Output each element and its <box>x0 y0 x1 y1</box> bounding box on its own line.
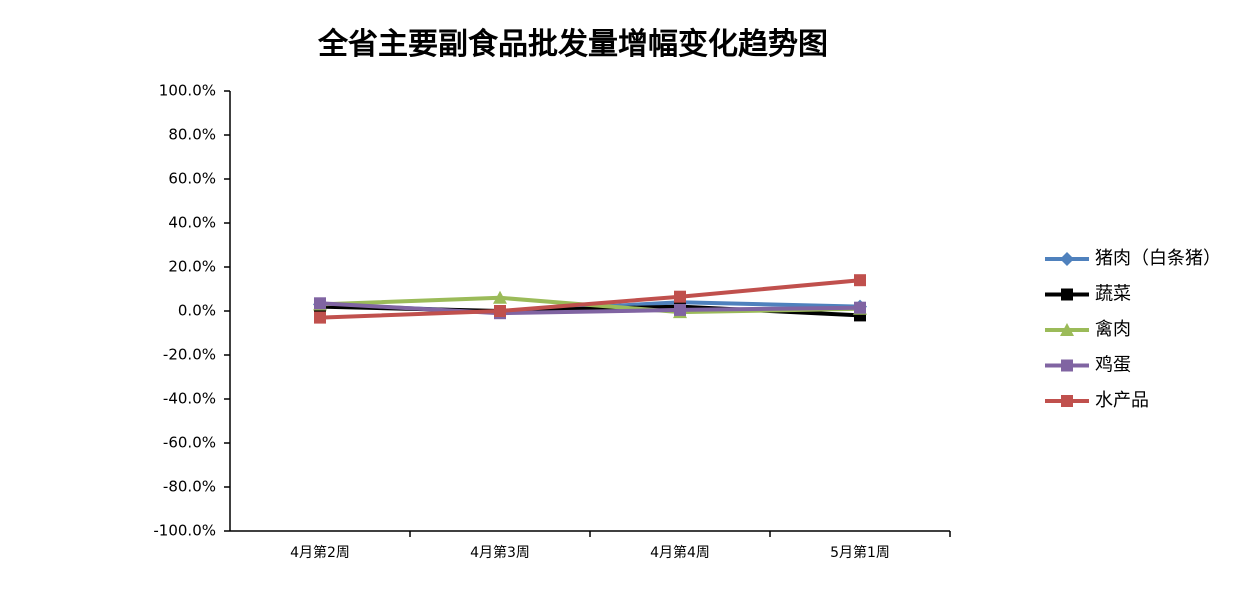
legend-label: 蔬菜 <box>1095 284 1131 305</box>
legend-marker <box>1060 252 1074 266</box>
y-tick-label: -80.0% <box>163 478 216 496</box>
y-tick-label: -60.0% <box>163 434 216 452</box>
legend-marker <box>1061 359 1073 372</box>
y-tick-label: -40.0% <box>163 390 216 408</box>
y-tick-label: 100.0% <box>159 82 216 100</box>
series-line <box>319 278 861 320</box>
y-tick-label: 80.0% <box>168 126 216 144</box>
series-line <box>319 301 861 316</box>
legend-label: 禽肉 <box>1095 319 1131 340</box>
data-point <box>493 290 507 304</box>
y-tick-label: -20.0% <box>163 346 216 364</box>
y-tick-label: 60.0% <box>168 170 216 188</box>
data-point <box>674 290 686 303</box>
legend-marker <box>1061 288 1073 301</box>
x-tick-label: 5月第1周 <box>830 544 890 561</box>
y-tick-label: 0.0% <box>178 302 216 320</box>
legend-marker <box>1061 395 1073 407</box>
data-point <box>854 301 866 314</box>
legend-label: 猪肉（白条猪） <box>1095 248 1221 269</box>
data-point <box>494 305 506 317</box>
x-tick-label: 4月第3周 <box>470 544 530 561</box>
legend-label: 水产品 <box>1095 390 1149 411</box>
chart-title: 全省主要副食品批发量增幅变化趋势图 <box>317 27 828 62</box>
data-point <box>314 311 326 324</box>
x-tick-label: 4月第2周 <box>290 544 350 561</box>
y-tick-label: 20.0% <box>168 258 216 276</box>
y-tick-label: 40.0% <box>168 214 216 232</box>
legend-marker <box>1060 323 1074 336</box>
y-tick-label: -100.0% <box>153 522 216 540</box>
x-tick-label: 4月第4周 <box>650 544 710 561</box>
data-point <box>854 274 866 287</box>
data-point <box>674 303 686 316</box>
legend-label: 鸡蛋 <box>1095 355 1131 376</box>
data-point <box>314 297 326 310</box>
